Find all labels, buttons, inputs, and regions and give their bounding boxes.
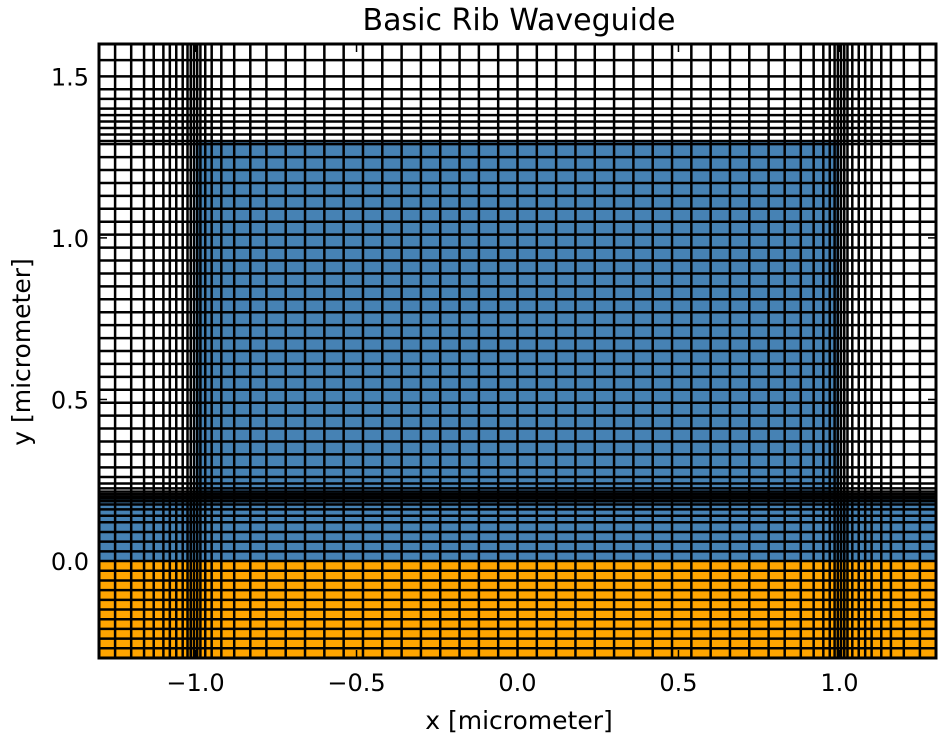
y-tick-label: 1.5 [51, 63, 89, 91]
x-tick-label: 0.0 [498, 669, 536, 697]
y-tick-label: 0.0 [51, 548, 89, 576]
axis-ticks: −1.0 −0.5 0.0 0.5 1.0 0.0 0.5 1.0 1.5 [51, 44, 936, 697]
y-tick-label: 0.5 [51, 386, 89, 414]
x-tick-label: −0.5 [327, 669, 385, 697]
x-tick-label: 0.5 [659, 669, 697, 697]
chart-title: Basic Rib Waveguide [363, 3, 676, 38]
y-tick-label: 1.0 [51, 225, 89, 253]
x-axis-label: x [micrometer] [425, 706, 613, 735]
y-axis-label: y [micrometer] [7, 258, 36, 446]
x-tick-label: 1.0 [820, 669, 858, 697]
x-tick-label: −1.0 [166, 669, 224, 697]
